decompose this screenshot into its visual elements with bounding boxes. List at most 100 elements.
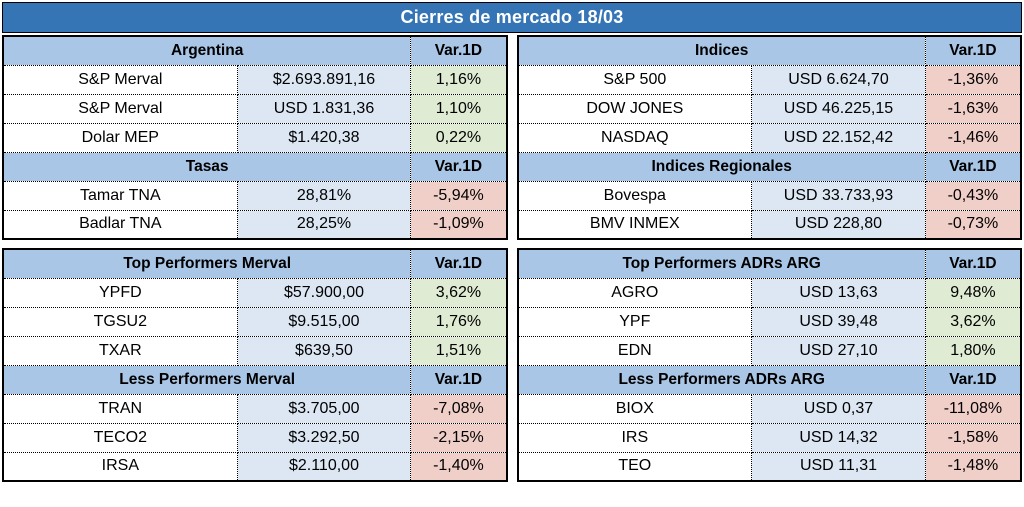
table-row: IRS USD 14,32 -1,58% — [516, 422, 1022, 453]
var-1d-value: 1,76% — [410, 306, 507, 337]
table-row: IRSA $2.110,00 -1,40% — [2, 451, 507, 482]
table-row: TECO2 $3.292,50 -2,15% — [2, 422, 507, 453]
instrument-name: TGSU2 — [2, 306, 238, 337]
instrument-value: $9.515,00 — [236, 306, 412, 337]
page-title: Cierres de mercado 18/03 — [400, 7, 624, 27]
instrument-value: USD 22.152,42 — [751, 122, 926, 153]
section-title: Less Performers ADRs ARG — [517, 364, 926, 395]
instrument-value: $3.292,50 — [236, 422, 412, 453]
var-1d-value: -1,09% — [410, 209, 507, 240]
var-1d-value: -1,40% — [410, 451, 507, 482]
section-header-row: Argentina Var.1D — [2, 35, 507, 66]
var-1d-value: 9,48% — [924, 277, 1022, 308]
table-row: BMV INMEX USD 228,80 -0,73% — [516, 209, 1022, 240]
instrument-value: USD 228,80 — [751, 209, 926, 240]
table-row: TRAN $3.705,00 -7,08% — [2, 393, 507, 424]
instrument-value: USD 39,48 — [751, 306, 926, 337]
title-bar: Cierres de mercado 18/03 — [2, 2, 1022, 33]
section-title: Top Performers Merval — [2, 248, 412, 279]
instrument-value: USD 1.831,36 — [236, 93, 412, 124]
table-row: DOW JONES USD 46.225,15 -1,63% — [516, 93, 1022, 124]
instrument-name: YPFD — [2, 277, 238, 308]
table-row: S&P Merval $2.693.891,16 1,16% — [2, 64, 507, 95]
var-1d-column-header: Var.1D — [410, 151, 507, 182]
section-title: Less Performers Merval — [2, 364, 412, 395]
var-1d-value: -1,48% — [924, 451, 1022, 482]
instrument-value: $2.110,00 — [236, 451, 412, 482]
section-header-row: Tasas Var.1D — [2, 151, 507, 182]
instrument-name: TECO2 — [2, 422, 238, 453]
instrument-value: $2.693.891,16 — [236, 64, 412, 95]
section-header-row: Top Performers Merval Var.1D — [2, 248, 507, 279]
table-row: Tamar TNA 28,81% -5,94% — [2, 180, 507, 211]
section-title: Indices Regionales — [517, 151, 926, 182]
section-title: Tasas — [2, 151, 412, 182]
var-1d-value: 3,62% — [924, 306, 1022, 337]
var-1d-value: -11,08% — [924, 393, 1022, 424]
instrument-name: YPF — [516, 306, 753, 337]
instrument-name: Badlar TNA — [2, 209, 238, 240]
instrument-value: 28,25% — [236, 209, 412, 240]
instrument-value: USD 13,63 — [751, 277, 926, 308]
var-1d-value: -1,58% — [924, 422, 1022, 453]
table-row: Bovespa USD 33.733,93 -0,43% — [516, 180, 1022, 211]
instrument-name: BIOX — [516, 393, 753, 424]
var-1d-column-header: Var.1D — [410, 364, 507, 395]
instrument-name: TEO — [516, 451, 753, 482]
table-row: YPF USD 39,48 3,62% — [516, 306, 1022, 337]
section-header-row: Less Performers Merval Var.1D — [2, 364, 507, 395]
instrument-name: S&P Merval — [2, 64, 238, 95]
var-1d-value: 1,16% — [410, 64, 507, 95]
section-header-row: Indices Var.1D — [517, 35, 1022, 66]
section-title: Argentina — [2, 35, 412, 66]
instrument-name: Bovespa — [516, 180, 753, 211]
instrument-value: USD 33.733,93 — [751, 180, 926, 211]
var-1d-column-header: Var.1D — [410, 248, 507, 279]
tables-grid: Argentina Var.1D S&P Merval $2.693.891,1… — [2, 35, 1022, 482]
table-row: TEO USD 11,31 -1,48% — [516, 451, 1022, 482]
var-1d-value: -5,94% — [410, 180, 507, 211]
table-performers-adrs: Top Performers ADRs ARG Var.1D AGRO USD … — [516, 248, 1022, 482]
table-row: Badlar TNA 28,25% -1,09% — [2, 209, 507, 240]
var-1d-column-header: Var.1D — [924, 364, 1022, 395]
table-row: Dolar MEP $1.420,38 0,22% — [2, 122, 507, 153]
instrument-value: $1.420,38 — [236, 122, 412, 153]
var-1d-column-header: Var.1D — [924, 35, 1022, 66]
instrument-name: BMV INMEX — [516, 209, 753, 240]
var-1d-value: 1,10% — [410, 93, 507, 124]
var-1d-column-header: Var.1D — [924, 248, 1022, 279]
instrument-value: USD 6.624,70 — [751, 64, 926, 95]
instrument-value: USD 14,32 — [751, 422, 926, 453]
instrument-name: Dolar MEP — [2, 122, 238, 153]
table-row: TXAR $639,50 1,51% — [2, 335, 507, 366]
table-argentina-tasas: Argentina Var.1D S&P Merval $2.693.891,1… — [2, 35, 508, 240]
instrument-name: NASDAQ — [516, 122, 753, 153]
var-1d-value: -1,36% — [924, 64, 1022, 95]
section-title: Indices — [517, 35, 926, 66]
instrument-name: TXAR — [2, 335, 238, 366]
instrument-value: $639,50 — [236, 335, 412, 366]
table-row: BIOX USD 0,37 -11,08% — [516, 393, 1022, 424]
var-1d-value: 3,62% — [410, 277, 507, 308]
instrument-name: S&P 500 — [516, 64, 753, 95]
var-1d-value: -1,63% — [924, 93, 1022, 124]
section-header-row: Indices Regionales Var.1D — [517, 151, 1022, 182]
instrument-name: TRAN — [2, 393, 238, 424]
instrument-value: $57.900,00 — [236, 277, 412, 308]
instrument-name: S&P Merval — [2, 93, 238, 124]
table-row: EDN USD 27,10 1,80% — [516, 335, 1022, 366]
instrument-value: $3.705,00 — [236, 393, 412, 424]
instrument-value: 28,81% — [236, 180, 412, 211]
instrument-value: USD 11,31 — [751, 451, 926, 482]
table-indices: Indices Var.1D S&P 500 USD 6.624,70 -1,3… — [516, 35, 1022, 240]
section-header-row: Top Performers ADRs ARG Var.1D — [517, 248, 1022, 279]
instrument-name: DOW JONES — [516, 93, 753, 124]
instrument-value: USD 46.225,15 — [751, 93, 926, 124]
table-row: NASDAQ USD 22.152,42 -1,46% — [516, 122, 1022, 153]
var-1d-value: -2,15% — [410, 422, 507, 453]
table-row: AGRO USD 13,63 9,48% — [516, 277, 1022, 308]
table-performers-merval: Top Performers Merval Var.1D YPFD $57.90… — [2, 248, 508, 482]
section-header-row: Less Performers ADRs ARG Var.1D — [517, 364, 1022, 395]
instrument-name: IRS — [516, 422, 753, 453]
